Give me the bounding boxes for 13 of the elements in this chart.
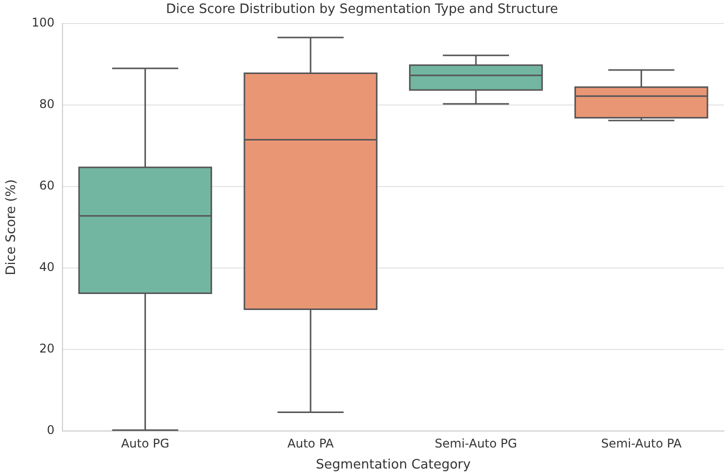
- x-axis-title: Segmentation Category: [316, 458, 471, 473]
- x-tick-label: Semi-Auto PA: [601, 436, 682, 450]
- x-tick-label: Semi-Auto PG: [434, 436, 518, 450]
- y-tick-label: 100: [32, 16, 55, 30]
- x-tick-label: Auto PG: [121, 436, 170, 450]
- chart-title: Dice Score Distribution by Segmentation Type and Structure: [166, 2, 558, 18]
- y-tick-label: 20: [39, 342, 55, 356]
- x-tick-label: Auto PA: [287, 436, 335, 450]
- y-axis-title: Dice Score (%): [4, 179, 20, 276]
- y-tick-label: 0: [46, 423, 55, 438]
- y-tick-label: 60: [39, 178, 55, 193]
- y-tick-label: 80: [39, 97, 55, 112]
- y-tick-label: 40: [39, 260, 55, 274]
